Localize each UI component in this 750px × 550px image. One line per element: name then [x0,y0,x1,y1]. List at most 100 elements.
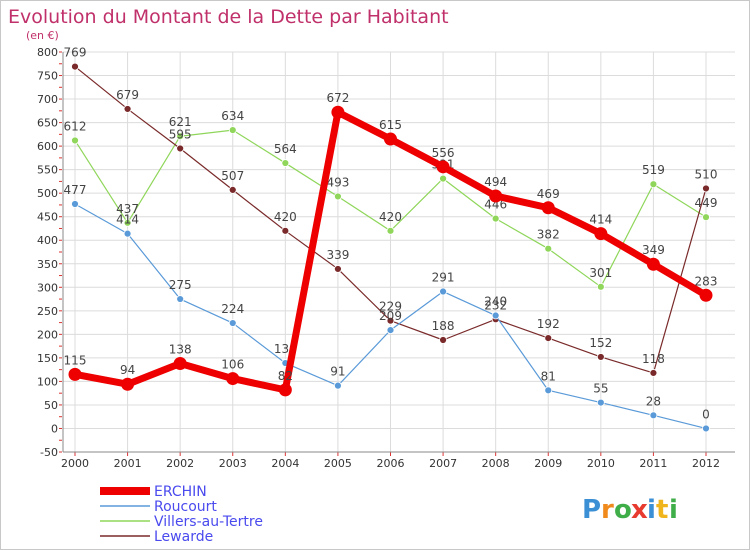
x-tick-label: 2004 [271,457,299,470]
data-point [544,334,553,343]
data-point [228,185,237,194]
data-point [334,192,342,201]
logo-letter: o [614,495,632,525]
data-label: 477 [64,183,87,197]
plot-area [63,52,735,452]
y-tick-label: 650 [37,117,58,130]
data-point [491,311,500,320]
data-label: 28 [646,394,661,408]
data-point [541,201,555,215]
data-point [702,184,710,193]
logo-letter: i [647,495,656,525]
chart-subtitle: (en €) [26,29,59,42]
x-tick-label: 2008 [482,457,510,470]
x-tick-label: 2007 [429,457,457,470]
data-label: 414 [589,213,612,227]
data-label: 564 [274,142,297,156]
x-tick-label: 2001 [114,457,142,470]
legend-item: ERCHIN [100,484,207,500]
legend-label: Roucourt [154,499,217,515]
data-label: 349 [642,243,665,257]
logo-letter: r [601,495,614,525]
logo-letter: P [582,495,601,525]
data-point [646,257,660,271]
data-point [596,353,605,361]
data-label: 55 [593,382,608,396]
x-tick-label: 2009 [534,457,562,470]
y-tick-label: 800 [37,46,58,59]
data-point [386,316,395,325]
data-point [334,381,342,390]
chart-title: Evolution du Montant de la Dette par Hab… [8,6,449,28]
data-point [489,189,503,203]
legend-item: Villers-au-Tertre [100,514,263,530]
data-label: 437 [116,202,139,216]
data-label: 769 [64,46,87,60]
y-tick-label: 500 [37,187,58,200]
data-label: 275 [169,278,192,292]
data-point [71,62,79,71]
y-tick-label: 450 [37,211,58,224]
y-tick-label: 50 [44,399,58,412]
data-point [281,159,290,167]
data-label: 240 [484,295,507,309]
data-point [176,295,185,303]
data-label: 420 [379,210,402,224]
data-label: 634 [221,109,244,123]
data-point [68,367,82,381]
logo-letter: t [656,495,668,525]
data-point [278,383,292,397]
data-label: 449 [695,196,718,210]
legend-label: Lewarde [154,529,213,545]
data-point [121,377,135,391]
data-label: 91 [330,365,345,379]
data-label: 291 [432,271,455,285]
data-point [331,105,345,119]
data-point [386,326,395,335]
data-point [176,132,185,141]
data-point [228,319,237,327]
y-tick-label: 0 [51,422,58,435]
data-point [544,386,553,395]
x-tick-label: 2002 [166,457,194,470]
x-tick-label: 2005 [324,457,352,470]
legend-item: Lewarde [100,529,213,545]
data-point [123,105,132,113]
data-point [281,226,290,235]
y-tick-label: 400 [37,234,58,247]
data-point [649,180,658,189]
data-label: 493 [326,175,349,189]
data-label: 232 [484,298,507,312]
data-label: 229 [379,300,402,314]
data-point [491,214,500,223]
y-tick-label: 750 [37,70,58,83]
data-label: 612 [64,119,87,133]
data-label: 382 [537,228,560,242]
data-label: 519 [642,163,665,177]
y-tick-label: 600 [37,140,58,153]
data-point [384,132,397,146]
logo-letter: i [669,495,678,525]
data-point [439,287,447,296]
data-point [649,411,658,420]
data-point [123,229,132,238]
data-label: 679 [116,88,139,102]
data-point [226,372,240,386]
data-label: 192 [537,317,560,331]
y-tick-label: 250 [37,305,58,318]
series-lewarde: 769 679 595 507 420 339 229 188 232 192 152 118 510 [64,46,717,377]
y-tick-label: -50 [40,446,58,459]
y-tick-label: 550 [37,164,58,177]
data-point [596,282,605,291]
data-label: 301 [589,266,612,280]
x-tick-label: 2003 [219,457,247,470]
data-point [439,174,447,183]
data-label: 672 [326,91,349,105]
data-point [334,265,342,273]
data-label: 556 [432,146,455,160]
data-label: 621 [169,115,192,129]
y-tick-label: 150 [37,352,58,365]
data-point [176,144,185,153]
data-label: 209 [379,309,402,323]
data-point [439,336,447,344]
